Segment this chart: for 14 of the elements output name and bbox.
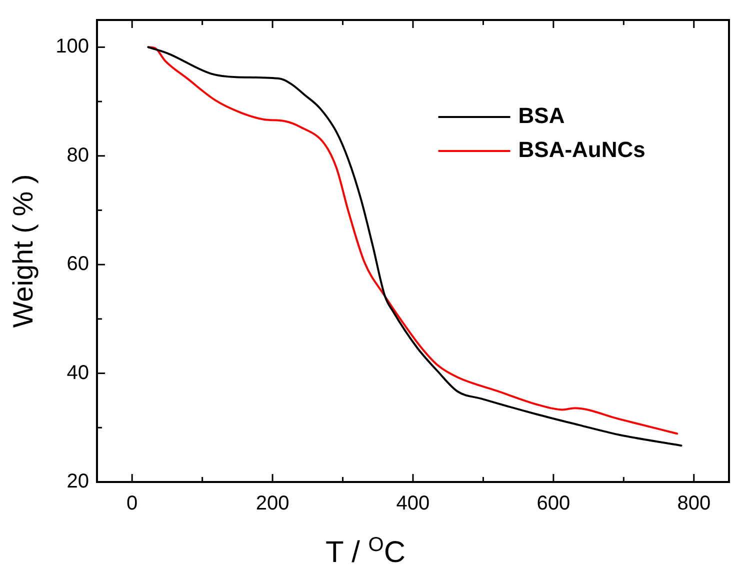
x-tick-label: 200 [256,492,290,515]
x-tick-label: 0 [126,492,138,515]
x-tick-label: 800 [677,492,711,515]
y-tick-label: 60 [66,253,89,276]
y-tick-label: 80 [66,144,89,166]
x-tick-label: 400 [396,492,430,515]
y-tick-label: 20 [66,470,89,493]
y-axis-title: Weight ( % ) [8,174,39,328]
y-tick-label: 100 [56,36,89,58]
legend-label: BSA [518,103,565,128]
x-tick-label: 600 [536,492,570,515]
legend-label: BSA-AuNCs [518,137,646,162]
x-axis-title: T / $^{O}$C [324,534,407,570]
y-tick-label: 40 [66,362,89,384]
